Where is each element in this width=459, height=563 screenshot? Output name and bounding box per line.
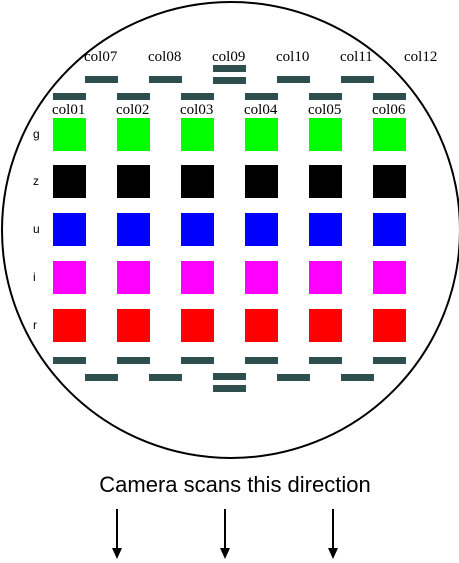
ccd-z-col05: [309, 165, 342, 198]
column-label-col09: col09: [212, 49, 245, 65]
guide-ccd: [85, 76, 118, 83]
ccd-r-col06: [373, 309, 406, 342]
imaging-ccd-grid: [53, 118, 406, 342]
column-label-col04: col04: [244, 102, 278, 118]
column-label-col05: col05: [308, 102, 341, 118]
guide-ccd: [117, 357, 150, 364]
guide-ccd: [213, 65, 246, 72]
ccd-i-col06: [373, 261, 406, 294]
filter-label-g: g: [33, 127, 40, 141]
guide-ccd: [245, 93, 278, 100]
ccd-g-col01: [53, 118, 86, 151]
down-arrow-icon: [328, 509, 338, 559]
ccd-i-col02: [117, 261, 150, 294]
ccd-g-col02: [117, 118, 150, 151]
ccd-r-col03: [181, 309, 214, 342]
ccd-z-col01: [53, 165, 86, 198]
ccd-u-col03: [181, 213, 214, 246]
down-arrow-icon: [112, 509, 122, 559]
ccd-r-col04: [245, 309, 278, 342]
filter-label-z: z: [33, 174, 39, 188]
guide-ccd: [245, 357, 278, 364]
ccd-u-col02: [117, 213, 150, 246]
guide-ccd: [341, 76, 374, 83]
column-label-col08: col08: [148, 49, 181, 65]
column-label-col06: col06: [372, 102, 406, 118]
guide-ccd: [149, 76, 182, 83]
guide-ccd: [85, 374, 118, 381]
guide-ccd: [213, 373, 246, 380]
ccd-i-col03: [181, 261, 214, 294]
guide-ccd: [277, 76, 310, 83]
filter-labels: g z u i r: [33, 127, 40, 332]
guide-ccd: [341, 374, 374, 381]
ccd-r-col01: [53, 309, 86, 342]
bottom-column-labels: col01 col02 col03 col04 col05 col06: [52, 102, 406, 118]
ccd-z-col03: [181, 165, 214, 198]
ccd-r-col02: [117, 309, 150, 342]
column-label-col02: col02: [116, 102, 149, 118]
column-label-col01: col01: [52, 102, 85, 118]
ccd-g-col06: [373, 118, 406, 151]
guide-ccd: [53, 357, 86, 364]
ccd-u-col01: [53, 213, 86, 246]
filter-label-r: r: [33, 318, 37, 332]
down-arrow-icon: [220, 509, 230, 559]
guide-ccd: [53, 93, 86, 100]
ccd-i-col04: [245, 261, 278, 294]
column-label-col12: col12: [404, 49, 437, 65]
ccd-z-col06: [373, 165, 406, 198]
top-guide-ccds: [53, 65, 406, 100]
ccd-i-col01: [53, 261, 86, 294]
column-label-col03: col03: [180, 102, 213, 118]
filter-label-u: u: [33, 222, 40, 236]
guide-ccd: [373, 357, 406, 364]
scan-direction-caption: Camera scans this direction: [99, 472, 370, 497]
ccd-z-col04: [245, 165, 278, 198]
column-label-col10: col10: [276, 49, 309, 65]
guide-ccd: [213, 77, 246, 84]
guide-ccd: [181, 93, 214, 100]
column-label-col07: col07: [84, 49, 118, 65]
focal-plane-circle: [1, 1, 459, 459]
column-label-col11: col11: [340, 49, 373, 65]
filter-label-i: i: [33, 270, 36, 284]
ccd-u-col05: [309, 213, 342, 246]
guide-ccd: [277, 374, 310, 381]
ccd-i-col05: [309, 261, 342, 294]
guide-ccd: [149, 374, 182, 381]
ccd-g-col04: [245, 118, 278, 151]
guide-ccd: [373, 93, 406, 100]
guide-ccd: [181, 357, 214, 364]
ccd-r-col05: [309, 309, 342, 342]
bottom-guide-ccds: [53, 357, 406, 392]
guide-ccd: [309, 357, 342, 364]
guide-ccd: [309, 93, 342, 100]
ccd-g-col05: [309, 118, 342, 151]
ccd-u-col06: [373, 213, 406, 246]
guide-ccd: [117, 93, 150, 100]
top-column-labels: col07 col08 col09 col10 col11 col12: [84, 49, 437, 65]
ccd-u-col04: [245, 213, 278, 246]
ccd-z-col02: [117, 165, 150, 198]
ccd-g-col03: [181, 118, 214, 151]
guide-ccd: [213, 385, 246, 392]
